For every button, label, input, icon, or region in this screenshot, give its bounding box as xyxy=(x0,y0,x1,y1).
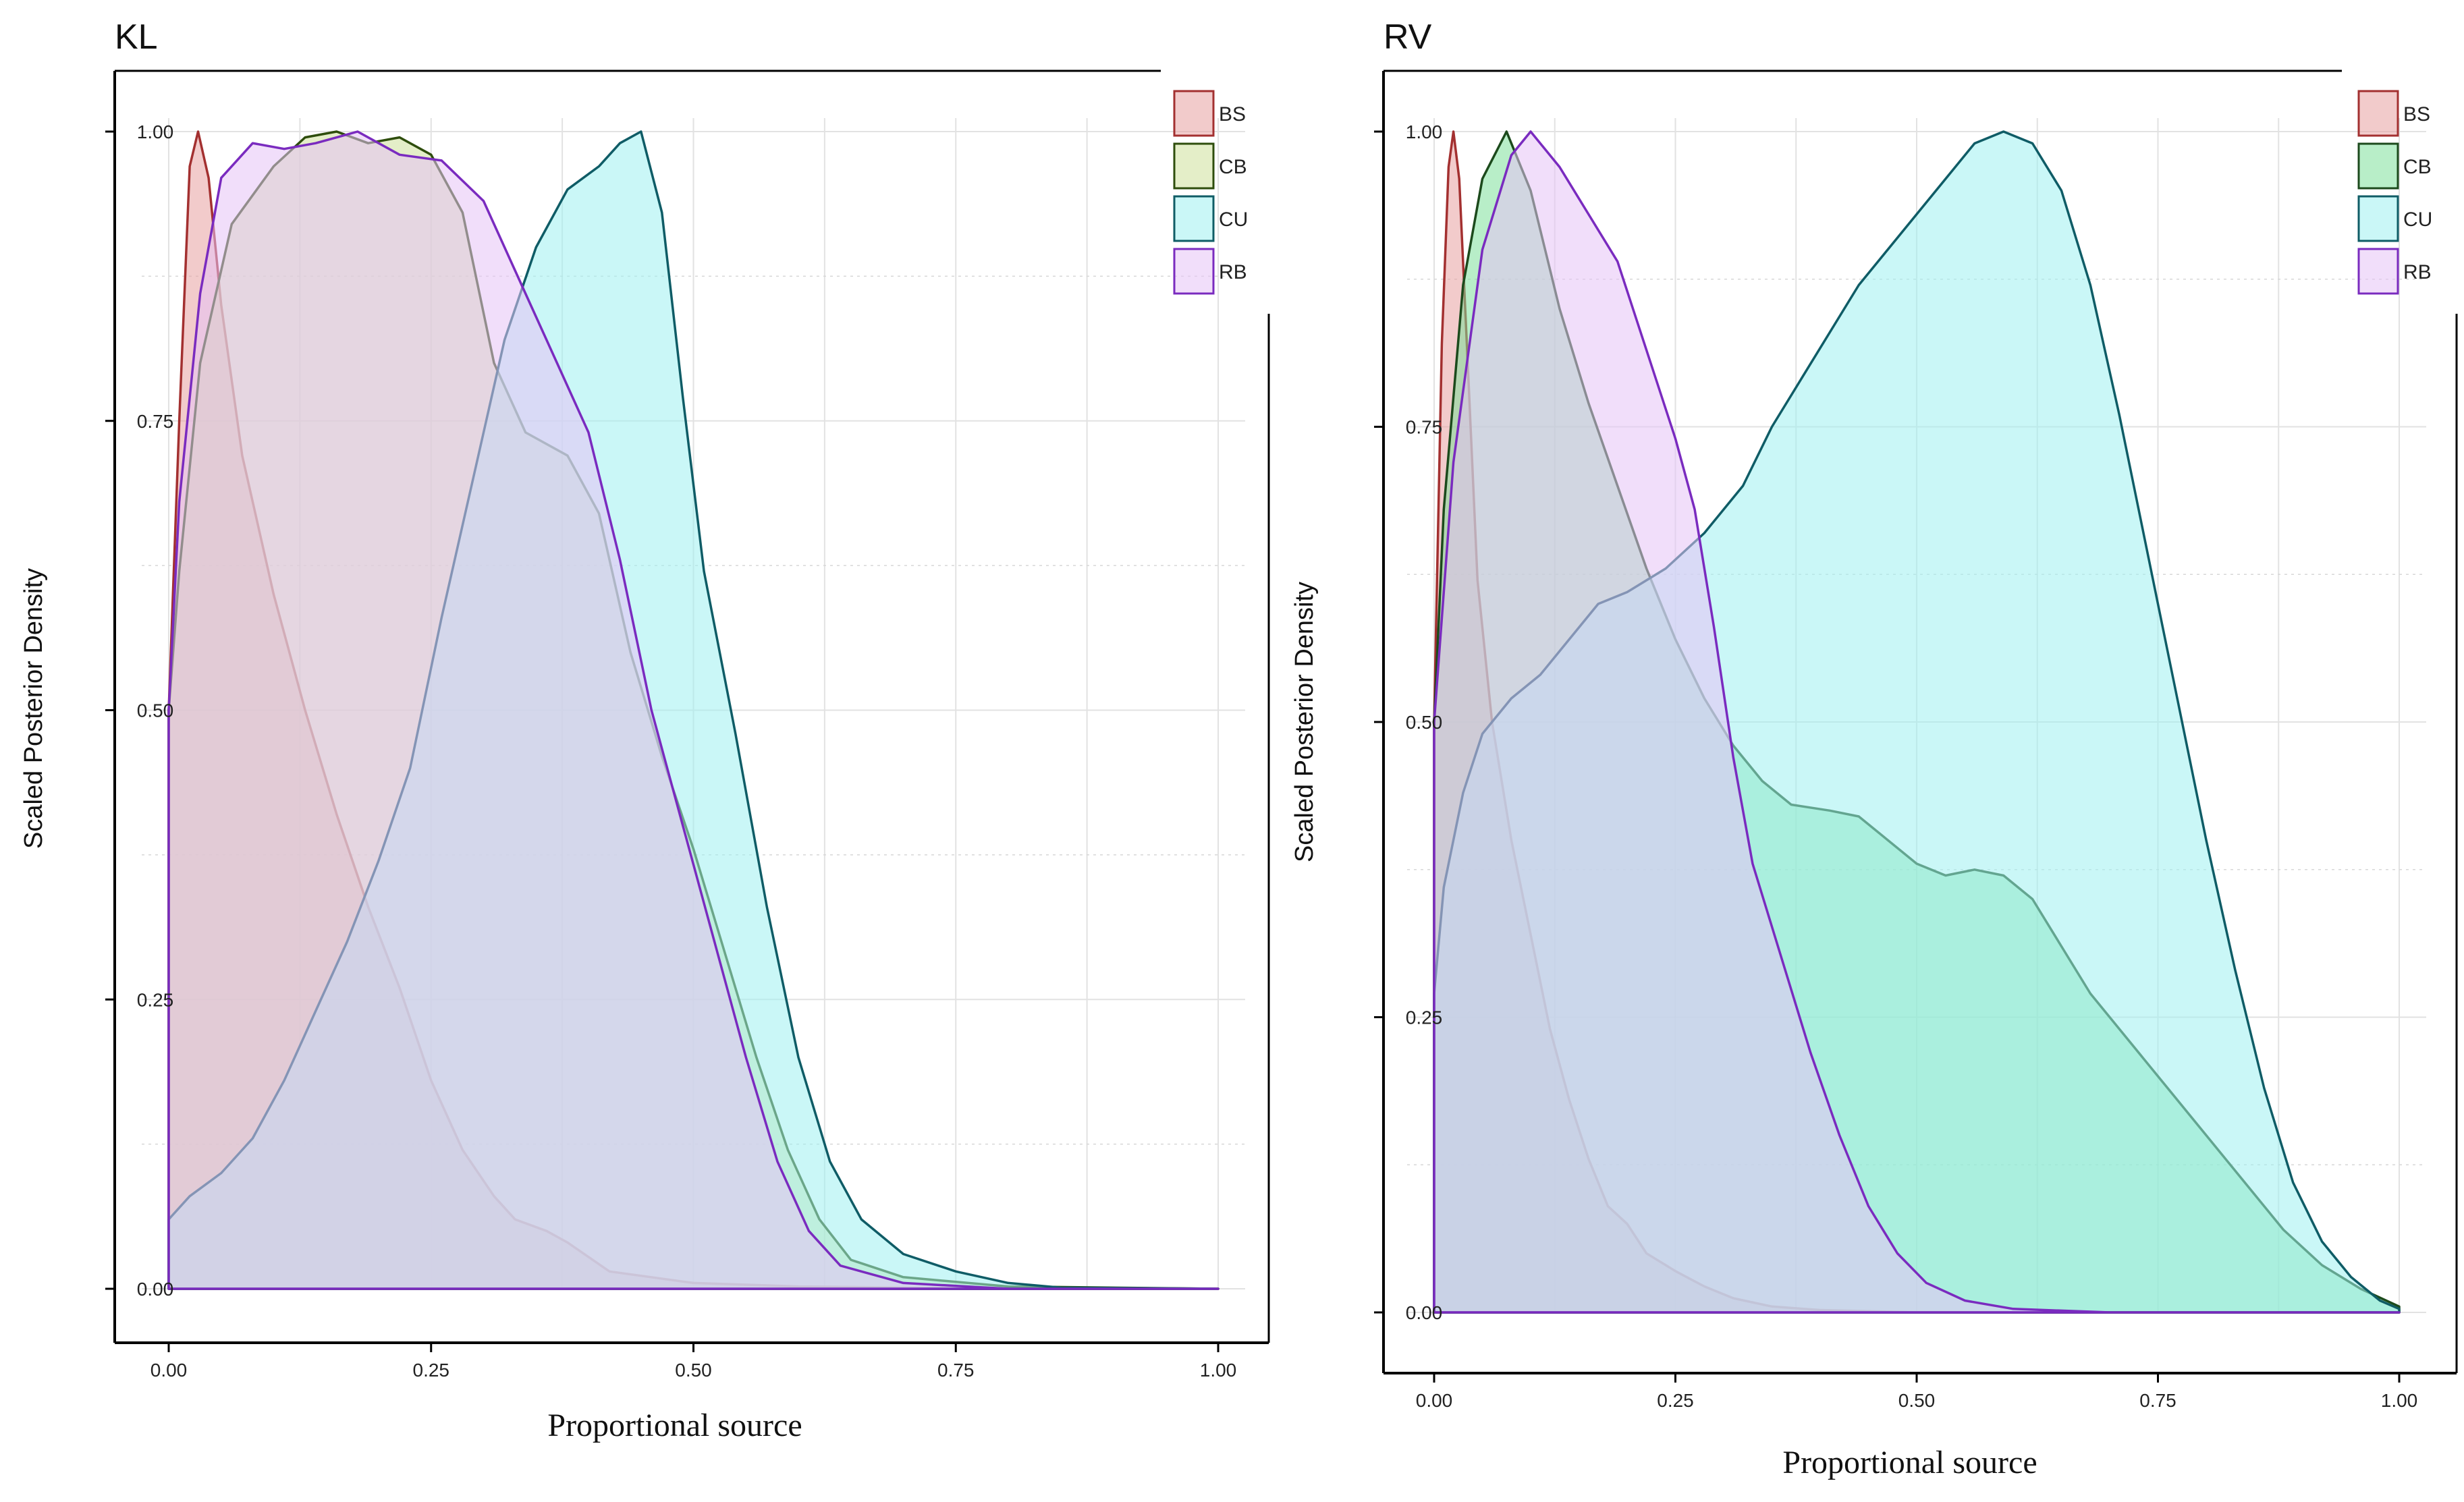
legend-swatch-cu xyxy=(1173,195,1215,242)
panel-title: KL xyxy=(115,18,158,57)
x-tick-label: 0.00 xyxy=(1416,1390,1453,1411)
panel-rv: RV 0.00 0.25 0.50 0.75 1.00 0.00 0.25 0.50 0.75 1… xyxy=(1290,18,2458,1480)
y-tick-label: 0.75 xyxy=(137,411,174,432)
ticks: 0.00 0.25 0.50 0.75 1.00 0.00 0.25 0.50 0.75 1.00 xyxy=(105,121,1236,1381)
legend-label-cu: CU xyxy=(1219,208,1248,231)
panel-title: RV xyxy=(1384,18,1432,57)
legend-swatch-rb xyxy=(2357,248,2399,295)
density-area-rb xyxy=(1433,130,2401,1314)
density-areas xyxy=(1433,130,2401,1314)
y-tick-label: 0.50 xyxy=(137,700,174,721)
legend-label-rb: RB xyxy=(1219,261,1247,283)
x-axis-label: Proportional source xyxy=(1782,1445,2037,1480)
x-axis-label: Proportional source xyxy=(547,1408,802,1443)
legend-swatch-bs xyxy=(1173,90,1215,137)
legend-label-cb: CB xyxy=(1219,156,1247,178)
y-tick-label: 0.75 xyxy=(1406,417,1443,438)
y-tick-label: 0.25 xyxy=(137,989,174,1010)
legend-label-cb: CB xyxy=(2403,156,2432,178)
y-tick-label: 0.50 xyxy=(1406,712,1443,733)
legend-swatch-rb xyxy=(1173,248,1215,295)
legend-label-bs: BS xyxy=(2403,103,2430,126)
x-tick-label: 1.00 xyxy=(2381,1390,2418,1411)
y-tick-label: 0.25 xyxy=(1406,1007,1443,1028)
y-axis-label: Scaled Posterior Density xyxy=(20,568,48,849)
x-tick-label: 0.25 xyxy=(413,1360,450,1381)
legend-swatch-cb xyxy=(1173,142,1215,190)
x-tick-label: 0.25 xyxy=(1657,1390,1694,1411)
legend-swatch-bs xyxy=(2357,90,2399,137)
legend: BS CB CU RB xyxy=(2357,90,2432,295)
y-axis-label: Scaled Posterior Density xyxy=(1290,582,1319,862)
x-tick-label: 0.75 xyxy=(937,1360,975,1381)
x-tick-label: 0.50 xyxy=(1898,1390,1936,1411)
legend-swatch-cb xyxy=(2357,142,2399,190)
density-area-rb xyxy=(167,130,1220,1290)
ticks: 0.00 0.25 0.50 0.75 1.00 0.00 0.25 0.50 0.75 1.00 xyxy=(1374,121,2417,1411)
x-tick-label: 1.00 xyxy=(1200,1360,1237,1381)
x-tick-label: 0.75 xyxy=(2139,1390,2176,1411)
legend-label-rb: RB xyxy=(2403,261,2432,283)
x-tick-label: 0.00 xyxy=(150,1360,188,1381)
x-tick-label: 0.50 xyxy=(675,1360,712,1381)
legend-label-cu: CU xyxy=(2403,208,2432,231)
y-tick-label: 1.00 xyxy=(1406,121,1443,142)
y-tick-label: 0.00 xyxy=(137,1279,174,1300)
y-tick-label: 0.00 xyxy=(1406,1302,1443,1323)
legend: BS CB CU RB xyxy=(1173,90,1248,295)
panel-kl: KL 0.00 0.25 0.50 0.75 1.00 0.00 0.25 0.50 0.75 1… xyxy=(20,18,1270,1443)
legend-label-bs: BS xyxy=(1219,103,1246,126)
y-tick-label: 1.00 xyxy=(137,121,174,142)
density-areas xyxy=(167,130,1220,1290)
legend-swatch-cu xyxy=(2357,195,2399,242)
